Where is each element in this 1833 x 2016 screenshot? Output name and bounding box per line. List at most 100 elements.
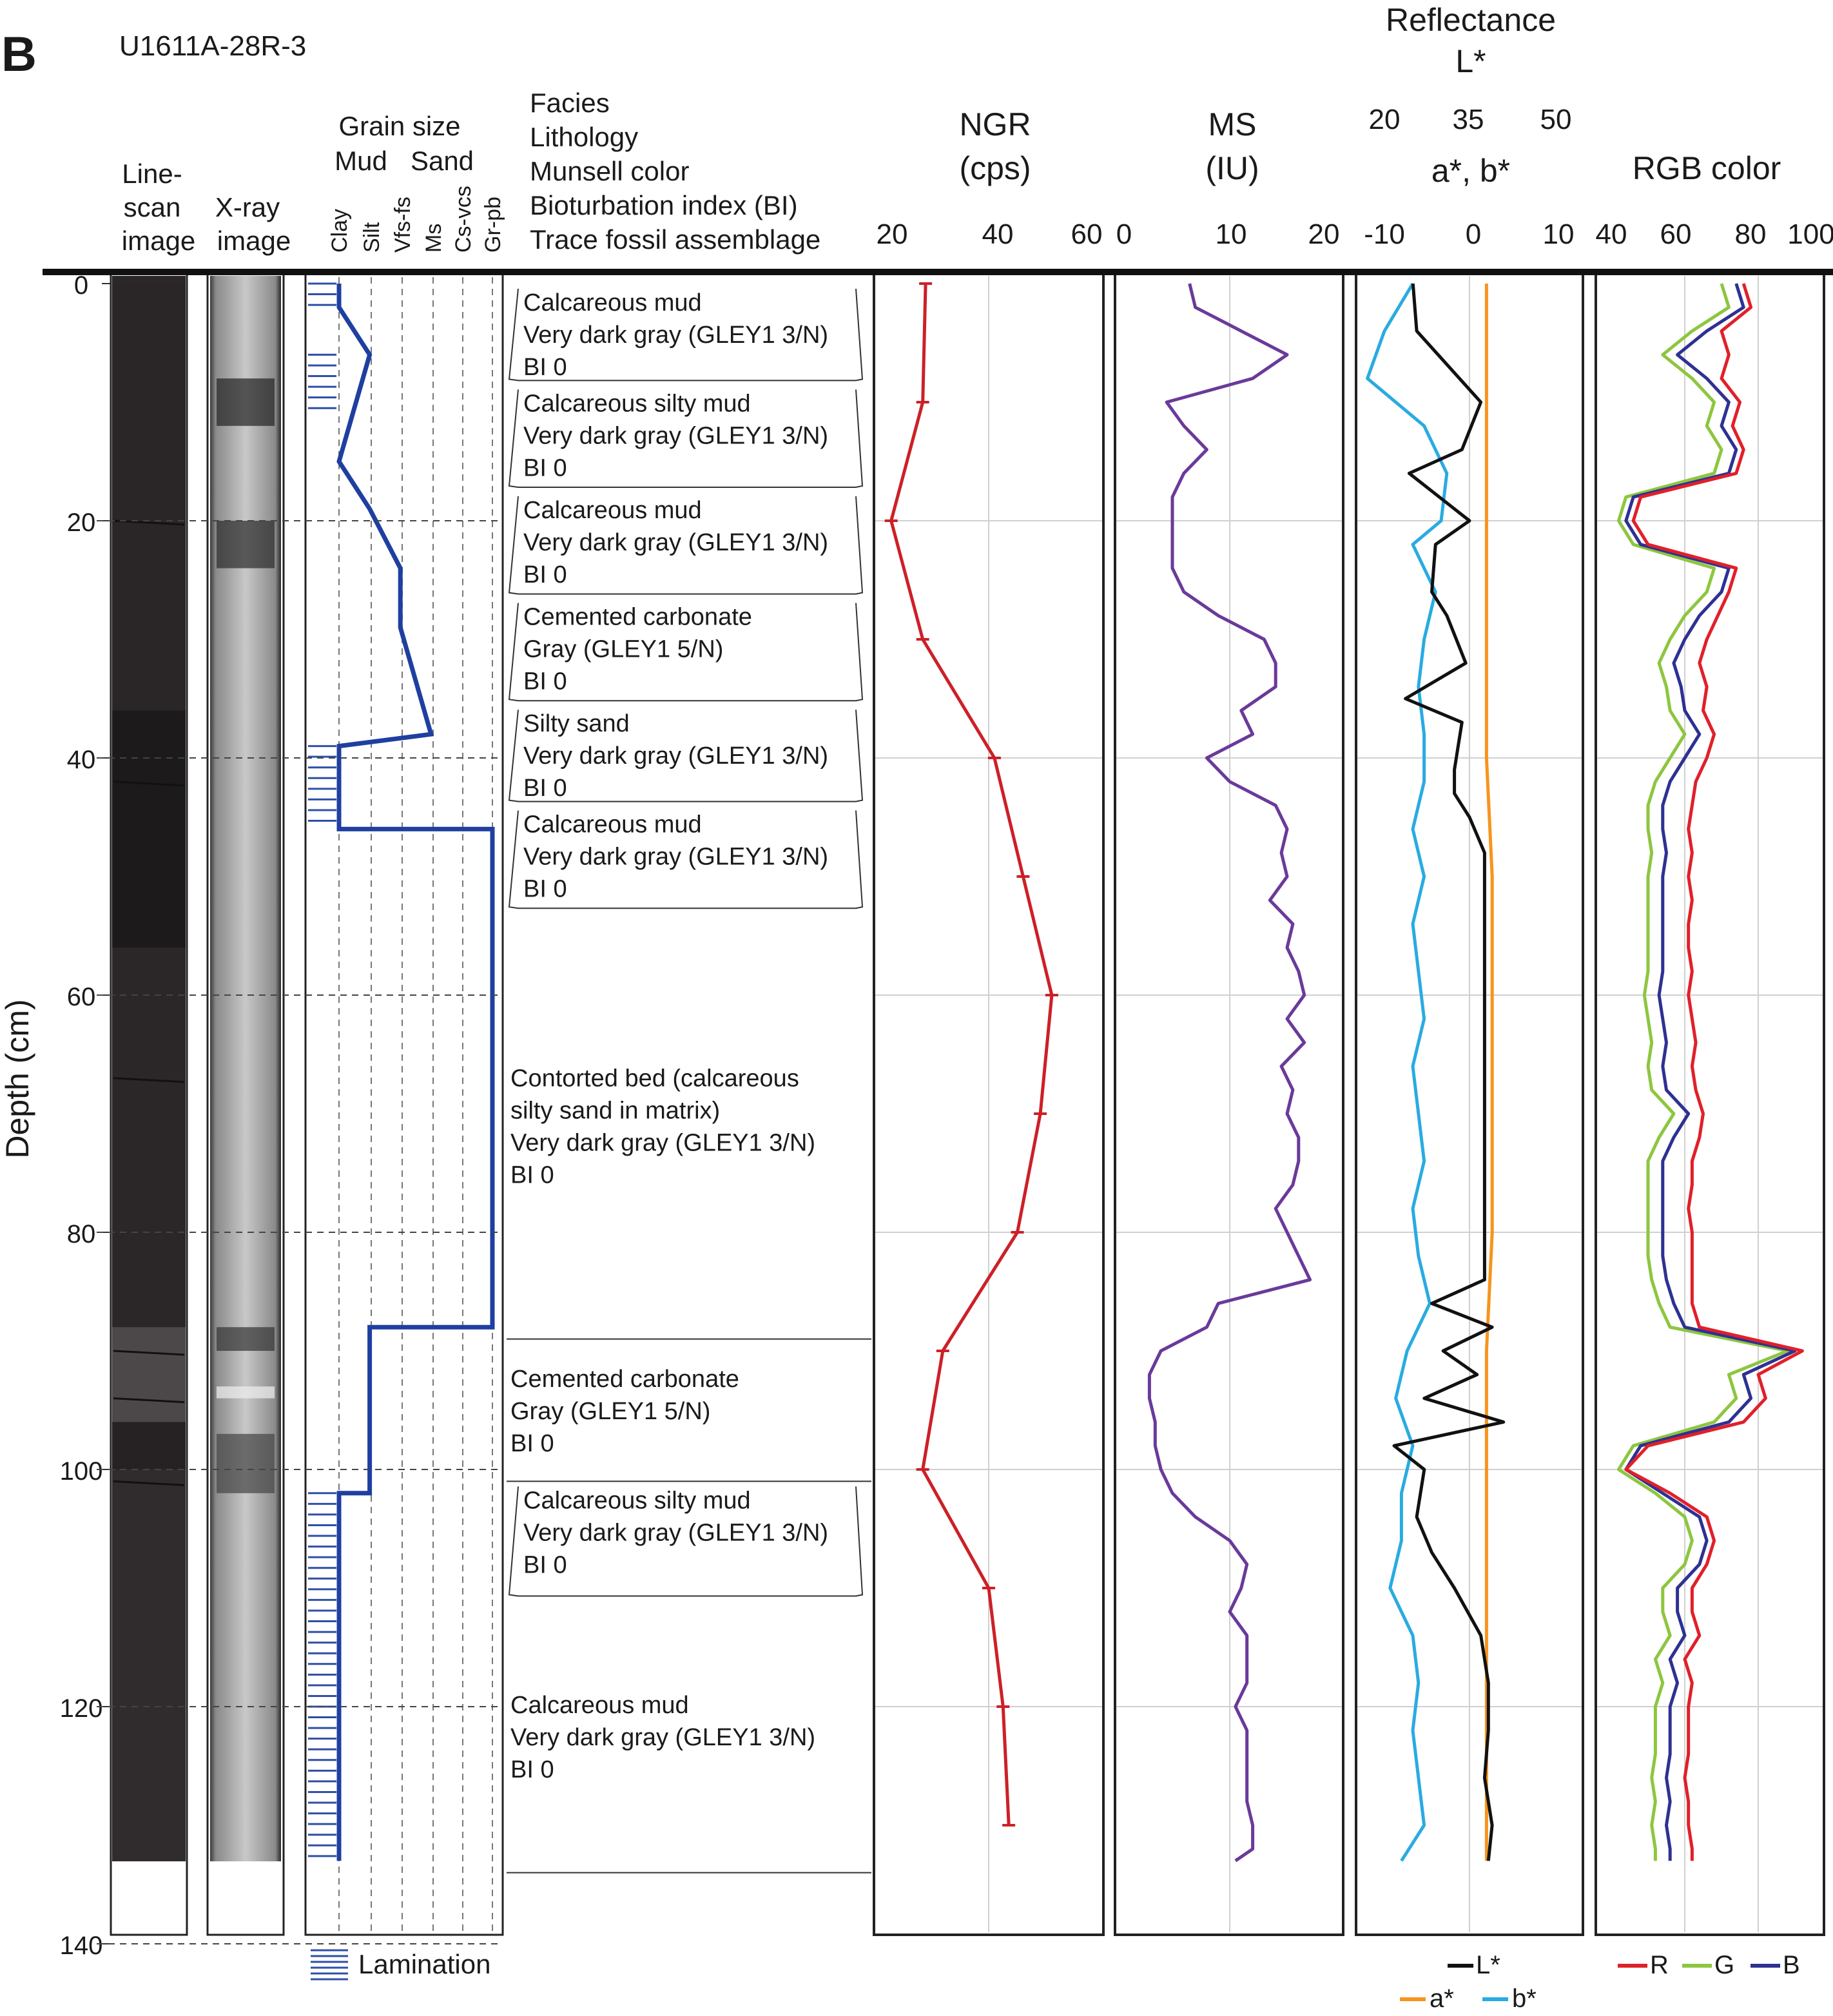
xray-feature xyxy=(217,1433,275,1493)
core-images xyxy=(110,271,285,1936)
axis-tick-label: 10 xyxy=(1216,218,1247,250)
facies-text: Very dark gray (GLEY1 3/N) xyxy=(523,742,828,770)
facies-panel: Calcareous mud Very dark gray (GLEY1 3/N)… xyxy=(507,288,871,1874)
legend-label-L: L* xyxy=(1476,1951,1500,1979)
facies-text: BI 0 xyxy=(510,1430,554,1457)
facies-bracket xyxy=(508,288,864,382)
lamination-legend-label: Lamination xyxy=(358,1949,490,1979)
linescan-crack xyxy=(113,1077,185,1083)
facies-text: Silty sand xyxy=(523,710,630,737)
axis-tick-label: 60 xyxy=(1660,218,1692,250)
depth-tick-label: 140 xyxy=(60,1932,103,1960)
depth-tick-label: 120 xyxy=(60,1694,103,1723)
facies-text: Contorted bed (calcareous xyxy=(510,1065,799,1092)
grain-class-label: Gr-pb xyxy=(481,197,505,253)
facies-text: Calcareous mud xyxy=(523,289,702,316)
facies-text: Cemented carbonate xyxy=(510,1366,739,1393)
ngr-curve xyxy=(889,283,1054,1826)
L-star-curve xyxy=(1392,283,1506,1861)
facies-text: BI 0 xyxy=(523,775,567,802)
facies-bracket xyxy=(508,496,864,595)
facies-text: Cemented carbonate xyxy=(523,604,752,631)
linescan-segment xyxy=(112,1327,186,1422)
depth-tick-label: 0 xyxy=(74,271,88,300)
grain-class-label: Silt xyxy=(360,222,384,253)
refl-ab-title: a*, b* xyxy=(1431,153,1510,189)
linescan-segment xyxy=(112,710,186,948)
xray-title-1: X-ray xyxy=(215,192,280,222)
grain-class-label: Cs-vcs xyxy=(451,186,476,253)
legend-label-G: G xyxy=(1714,1951,1734,1979)
linescan-segment xyxy=(112,284,186,735)
lamination-legend: Lamination xyxy=(311,1949,490,1981)
grain-class-labels: Clay Silt Vfs-fs Ms Cs-vcs Gr-pb xyxy=(327,186,505,253)
facies-bracket xyxy=(508,810,864,909)
linescan-segment xyxy=(112,1422,186,1469)
linescan-crack xyxy=(113,780,185,787)
legend-label-R: R xyxy=(1650,1951,1669,1979)
linescan-crack xyxy=(113,1350,185,1356)
ms-title-1: MS xyxy=(1208,106,1257,142)
lamination-legend-symbol xyxy=(311,1949,348,1981)
ms-title-2: (IU) xyxy=(1205,150,1259,186)
refl-title-2: L* xyxy=(1455,43,1486,79)
facies-text: Calcareous mud xyxy=(523,811,702,838)
depth-tick-label: 40 xyxy=(67,746,96,774)
panel-letter: B xyxy=(1,27,37,82)
reflectance-panel: -10 0 10 20 35 50 xyxy=(1355,104,1584,1936)
xray-feature xyxy=(217,521,275,568)
xray-image xyxy=(210,276,281,1861)
ngr-panel: 20 40 60 xyxy=(873,218,1105,1936)
grain-size-title: Grain size xyxy=(338,111,460,141)
reflectance-legend: L* a* b* xyxy=(1400,1951,1537,2013)
rgb-B-curve xyxy=(1624,283,1797,1861)
facies-text: Very dark gray (GLEY1 3/N) xyxy=(510,1129,815,1156)
depth-tick-label: 100 xyxy=(60,1457,103,1486)
facies-text: BI 0 xyxy=(510,1756,554,1783)
linescan-crack xyxy=(113,1480,185,1486)
linescan-crack xyxy=(113,1397,185,1404)
rgb-title: RGB color xyxy=(1633,150,1781,186)
facies-header-2: Lithology xyxy=(530,122,638,152)
facies-header-4: Bioturbation index (BI) xyxy=(530,190,798,220)
linescan-segment xyxy=(112,1469,186,1861)
ms-panel: 0 10 20 xyxy=(1114,218,1344,1936)
facies-header-1: Facies xyxy=(530,88,610,118)
facies-bracket xyxy=(508,603,864,702)
axis-tick-label: 20 xyxy=(877,218,908,250)
axis-tick-label: 40 xyxy=(1596,218,1627,250)
facies-text: Gray (GLEY1 5/N) xyxy=(523,636,723,663)
facies-text: Calcareous silty mud xyxy=(523,390,751,417)
facies-text: BI 0 xyxy=(523,668,567,695)
grain-class-label: Ms xyxy=(422,224,446,253)
facies-bracket xyxy=(508,710,864,802)
facies-text: Very dark gray (GLEY1 3/N) xyxy=(510,1724,815,1751)
facies-text: BI 0 xyxy=(510,1161,554,1188)
depth-tick-label: 60 xyxy=(67,983,96,1011)
axis-tick-label: 60 xyxy=(1071,218,1103,250)
facies-header-3: Munsell color xyxy=(530,156,689,186)
depth-tick-label: 20 xyxy=(67,509,96,537)
figure-header: B U1611A-28R-3 Line- scan image X-ray im… xyxy=(1,2,1781,256)
rgb-legend: R G B xyxy=(1618,1951,1800,1979)
linescan-title-1: Line- xyxy=(122,159,182,189)
facies-text: Gray (GLEY1 5/N) xyxy=(510,1398,710,1425)
legend-label-b: b* xyxy=(1512,1984,1537,2013)
axis-tick-label: 80 xyxy=(1735,218,1767,250)
xray-feature xyxy=(217,1386,275,1399)
grain-sand-label: Sand xyxy=(411,146,474,176)
axis-tick-label: 40 xyxy=(982,218,1014,250)
facies-text: BI 0 xyxy=(523,454,567,481)
depth-tick-label: 80 xyxy=(67,1220,96,1248)
facies-text: Very dark gray (GLEY1 3/N) xyxy=(523,1519,828,1546)
b-star-curve xyxy=(1366,282,1449,1862)
grain-class-label: Clay xyxy=(327,209,352,253)
axis-tick-label: 20 xyxy=(1308,218,1340,250)
a-star-curve xyxy=(1484,284,1494,1861)
facies-bracket xyxy=(508,389,864,488)
facies-text: BI 0 xyxy=(523,354,567,381)
grain-size-panel xyxy=(97,271,504,1944)
facies-text: BI 0 xyxy=(523,561,567,588)
xray-feature xyxy=(217,378,275,426)
